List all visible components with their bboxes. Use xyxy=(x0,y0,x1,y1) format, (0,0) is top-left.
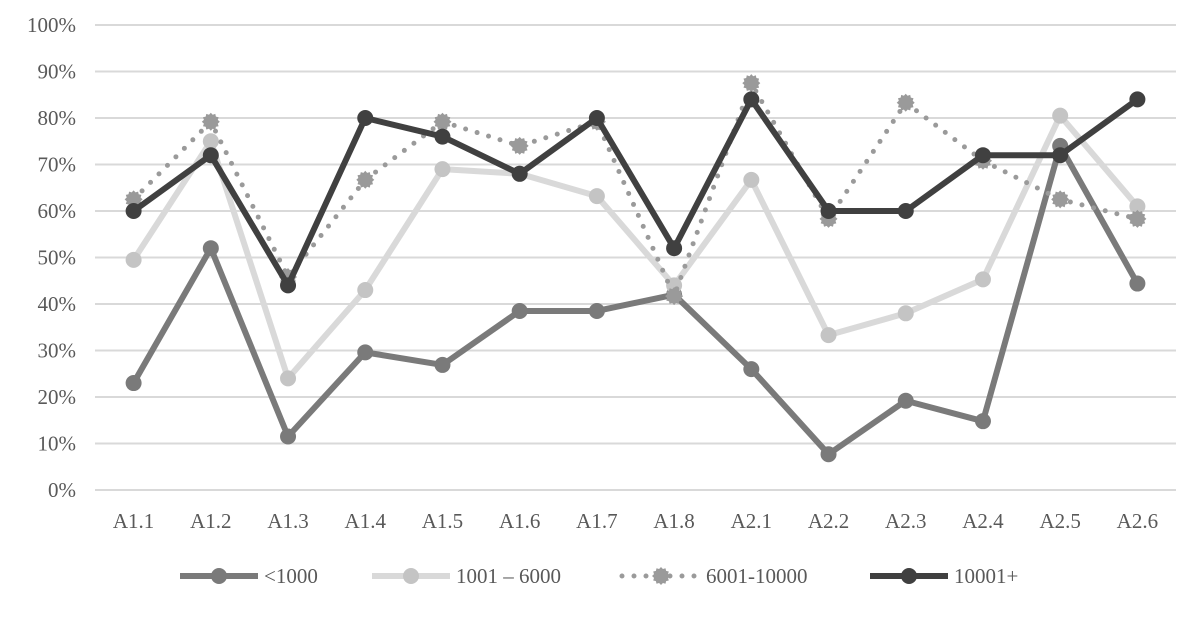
series-line xyxy=(131,112,1140,382)
data-point xyxy=(897,305,914,322)
x-tick-label: A1.8 xyxy=(653,509,694,533)
data-point xyxy=(511,302,528,319)
series-lines xyxy=(124,74,1147,463)
x-tick-label: A1.6 xyxy=(499,509,540,533)
y-tick-label: 90% xyxy=(38,60,77,84)
data-point xyxy=(974,413,991,430)
data-point xyxy=(357,282,374,299)
data-point xyxy=(357,344,374,361)
legend-label: 1001 – 6000 xyxy=(456,564,561,588)
data-point xyxy=(1129,91,1146,108)
gridlines xyxy=(95,24,1176,491)
legend-marker xyxy=(211,568,227,584)
y-tick-label: 100% xyxy=(27,13,76,37)
data-point xyxy=(202,147,219,164)
x-tick-label: A2.3 xyxy=(885,509,926,533)
data-point xyxy=(1052,107,1069,124)
legend: <1000 1001 – 6000 6001-10000 10001+ xyxy=(180,564,1018,588)
x-tick-label: A1.7 xyxy=(576,509,617,533)
data-point xyxy=(743,171,760,188)
data-point xyxy=(1051,190,1070,209)
data-point xyxy=(125,251,142,268)
data-point xyxy=(280,428,297,445)
data-point xyxy=(434,356,451,373)
legend-marker xyxy=(901,568,917,584)
data-point xyxy=(125,375,142,392)
data-point xyxy=(820,327,837,344)
data-point xyxy=(202,133,219,150)
y-tick-label: 30% xyxy=(38,339,77,363)
x-tick-label: A1.5 xyxy=(422,509,463,533)
y-tick-label: 50% xyxy=(38,246,77,270)
data-point xyxy=(974,147,991,164)
legend-item: <1000 xyxy=(180,564,318,588)
x-tick-label: A1.1 xyxy=(113,509,154,533)
legend-label: <1000 xyxy=(264,564,318,588)
data-point xyxy=(1129,275,1146,292)
data-point xyxy=(125,203,142,219)
x-tick-label: A1.2 xyxy=(190,509,231,533)
data-point xyxy=(510,136,529,155)
y-tick-label: 40% xyxy=(38,292,77,316)
x-axis-labels: A1.1 A1.2 A1.3 A1.4 A1.5 A1.6 A1.7 A1.8 A2.1 A2.2… xyxy=(113,509,1158,533)
legend-item: 1001 – 6000 xyxy=(372,564,561,588)
data-point xyxy=(820,203,837,219)
data-point xyxy=(434,128,451,145)
data-point xyxy=(201,112,220,131)
x-tick-label: A1.3 xyxy=(267,509,308,533)
data-point xyxy=(357,110,374,126)
legend-item: 6001-10000 xyxy=(619,564,808,588)
y-tick-label: 10% xyxy=(38,432,77,456)
data-point xyxy=(434,161,451,178)
data-point xyxy=(1129,198,1146,215)
series-1 xyxy=(125,107,1146,387)
data-point xyxy=(356,170,375,189)
data-point xyxy=(511,165,528,182)
data-point xyxy=(665,287,684,306)
y-tick-label: 80% xyxy=(38,106,77,130)
y-axis-labels: 0% 10% 20% 30% 40% 50% 60% 70% 80% 90% 100% xyxy=(27,13,76,502)
data-point xyxy=(897,392,914,409)
data-point xyxy=(588,188,605,205)
y-tick-label: 60% xyxy=(38,199,77,223)
legend-marker xyxy=(403,568,419,584)
y-tick-label: 0% xyxy=(48,478,76,502)
x-tick-label: A2.6 xyxy=(1117,509,1158,533)
legend-label: 10001+ xyxy=(954,564,1018,588)
data-point xyxy=(666,240,683,257)
x-tick-label: A1.4 xyxy=(345,509,387,533)
data-point xyxy=(433,112,452,131)
legend-item: 10001+ xyxy=(870,564,1018,588)
x-tick-label: A2.4 xyxy=(962,509,1004,533)
legend-marker xyxy=(652,567,670,585)
y-tick-label: 20% xyxy=(38,385,77,409)
series-line xyxy=(131,142,1141,458)
data-point xyxy=(588,110,605,126)
data-point xyxy=(743,361,760,378)
data-point xyxy=(124,190,143,209)
legend-label: 6001-10000 xyxy=(706,564,808,588)
series-3 xyxy=(125,91,1146,294)
data-point xyxy=(1052,147,1069,164)
series-line xyxy=(131,96,1140,289)
y-tick-label: 70% xyxy=(38,153,77,177)
data-point xyxy=(280,370,297,387)
data-point xyxy=(1128,209,1147,228)
x-tick-label: A2.2 xyxy=(808,509,849,533)
data-point xyxy=(743,91,760,108)
data-point xyxy=(897,203,914,219)
data-point xyxy=(820,446,837,463)
data-point xyxy=(896,93,915,112)
data-point xyxy=(202,240,219,257)
x-tick-label: A2.1 xyxy=(731,509,772,533)
data-point xyxy=(280,277,297,294)
x-tick-label: A2.5 xyxy=(1039,509,1080,533)
data-point xyxy=(742,74,761,93)
data-point xyxy=(588,302,605,319)
data-point xyxy=(974,271,991,288)
